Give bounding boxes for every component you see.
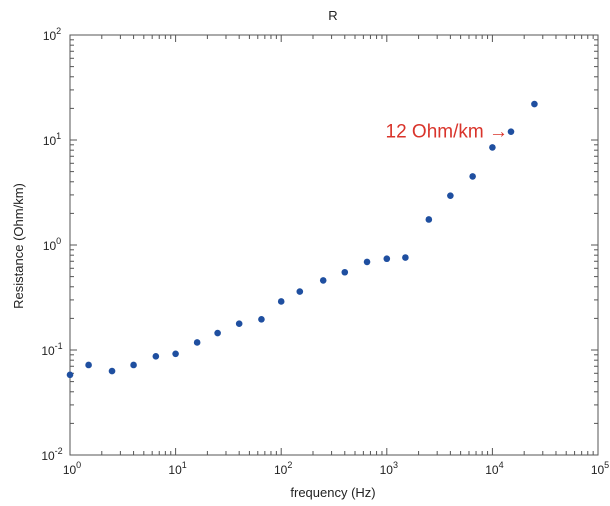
- x-tick-label: 104: [485, 460, 503, 477]
- x-tick-label: 105: [591, 460, 609, 477]
- data-point: [319, 277, 327, 284]
- data-point: [341, 268, 349, 276]
- y-tick-label: 101: [43, 131, 61, 148]
- data-point: [507, 128, 515, 135]
- annotations: 12 Ohm/km →: [386, 122, 508, 143]
- data-point: [469, 173, 476, 180]
- axis-ticks: [69, 35, 598, 456]
- axis-tick-labels: 100 101 102 103 104 105 10-2 10-1 100 101 102: [41, 26, 609, 477]
- data-point: [66, 371, 74, 379]
- data-point: [108, 367, 116, 375]
- data-point: [363, 258, 371, 266]
- data-point: [152, 353, 160, 360]
- data-point: [277, 298, 285, 305]
- x-tick-label: 100: [63, 460, 81, 477]
- annotation-label: 12 Ohm/km →: [386, 122, 508, 143]
- data-point: [130, 361, 137, 369]
- y-tick-label: 10-1: [41, 341, 62, 358]
- x-tick-label: 102: [274, 460, 292, 477]
- data-point: [172, 350, 179, 358]
- data-point: [425, 216, 433, 223]
- data-point: [214, 329, 221, 337]
- y-tick-label: 10-2: [41, 446, 62, 463]
- data-point: [193, 339, 201, 346]
- chart-title: R: [328, 8, 337, 23]
- y-tick-label: 100: [43, 236, 61, 253]
- y-axis-label: Resistance (Ohm/km): [11, 183, 26, 309]
- data-point: [296, 288, 304, 295]
- x-tick-label: 101: [168, 460, 186, 477]
- plot-frame: [69, 34, 599, 456]
- data-point: [447, 192, 454, 199]
- data-point: [383, 255, 391, 263]
- data-point: [489, 144, 496, 151]
- x-tick-label: 103: [380, 460, 398, 477]
- data-point: [402, 254, 409, 261]
- data-point: [85, 361, 92, 369]
- data-point: [258, 316, 265, 323]
- y-tick-label: 102: [43, 26, 61, 43]
- data-point: [235, 320, 243, 328]
- x-axis-label: frequency (Hz): [290, 485, 375, 500]
- data-point: [531, 100, 538, 108]
- data-points: [66, 100, 538, 379]
